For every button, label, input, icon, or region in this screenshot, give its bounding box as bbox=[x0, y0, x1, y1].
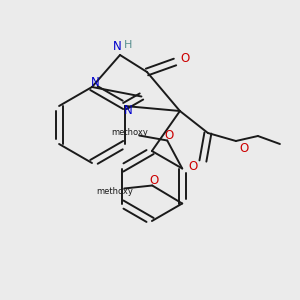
Text: N: N bbox=[112, 40, 122, 53]
Text: O: O bbox=[188, 160, 197, 172]
Text: O: O bbox=[165, 129, 174, 142]
Text: O: O bbox=[239, 142, 248, 155]
Text: O: O bbox=[180, 52, 190, 65]
Text: O: O bbox=[150, 174, 159, 187]
Text: methoxy: methoxy bbox=[111, 128, 148, 137]
Text: N: N bbox=[124, 104, 132, 118]
Text: H: H bbox=[124, 40, 132, 50]
Text: methoxy: methoxy bbox=[96, 187, 133, 196]
Text: N: N bbox=[91, 76, 99, 88]
